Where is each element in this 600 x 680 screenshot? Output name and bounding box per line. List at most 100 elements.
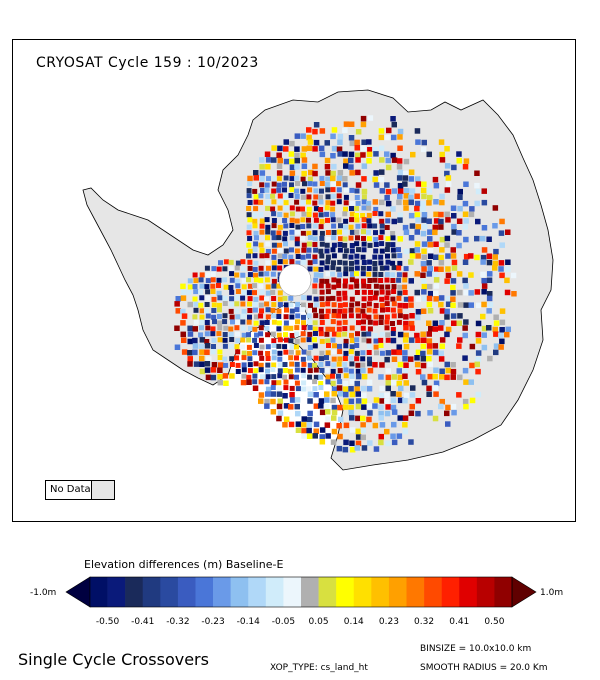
crossover-cell bbox=[462, 367, 469, 374]
crossover-cell bbox=[282, 230, 288, 236]
crossover-cell bbox=[288, 338, 294, 344]
crossover-cell bbox=[439, 337, 446, 343]
crossover-cell bbox=[439, 308, 446, 314]
crossover-cell bbox=[384, 410, 391, 417]
crossover-cell bbox=[198, 332, 204, 338]
crossover-cell bbox=[276, 176, 282, 182]
crossover-cell bbox=[367, 115, 374, 121]
crossover-cell bbox=[342, 260, 348, 266]
crossover-cell bbox=[199, 319, 205, 325]
crossover-cell bbox=[462, 325, 468, 331]
crossover-cell bbox=[234, 265, 240, 271]
crossover-cell bbox=[438, 301, 444, 308]
crossover-cell bbox=[444, 187, 451, 193]
crossover-cell bbox=[259, 182, 265, 188]
crossover-cell bbox=[254, 332, 259, 338]
crossover-cell bbox=[342, 182, 348, 188]
crossover-cell bbox=[300, 337, 306, 343]
crossover-cell bbox=[415, 296, 422, 302]
crossover-cell bbox=[366, 236, 372, 242]
crossover-cell bbox=[265, 199, 271, 205]
crossover-cell bbox=[325, 283, 331, 289]
crossover-cell bbox=[270, 409, 277, 415]
crossover-cell bbox=[218, 362, 224, 368]
crossover-cell bbox=[398, 385, 404, 392]
crossover-cell bbox=[343, 343, 349, 349]
crossover-cell bbox=[438, 266, 444, 272]
crossover-cell bbox=[217, 295, 223, 301]
crossover-cell bbox=[456, 343, 462, 349]
crossover-cell bbox=[252, 188, 258, 194]
crossover-cell bbox=[378, 320, 384, 325]
crossover-cell bbox=[349, 248, 355, 254]
crossover-cell bbox=[456, 392, 462, 398]
crossover-cell bbox=[481, 188, 487, 194]
crossover-cell bbox=[366, 338, 372, 344]
colorbar-tick-label: -0.23 bbox=[201, 617, 225, 627]
crossover-cell bbox=[354, 188, 360, 194]
crossover-cell bbox=[336, 175, 343, 182]
crossover-cell bbox=[409, 188, 416, 194]
crossover-cell bbox=[204, 331, 210, 337]
crossover-cell bbox=[211, 344, 216, 349]
crossover-cell bbox=[271, 248, 277, 254]
crossover-cell bbox=[349, 361, 355, 367]
crossover-cell bbox=[318, 331, 324, 337]
crossover-cell bbox=[439, 247, 445, 253]
crossover-cell bbox=[300, 217, 306, 223]
crossover-cell bbox=[391, 380, 397, 386]
colorbar-cell bbox=[476, 577, 495, 607]
crossover-cell bbox=[421, 217, 427, 223]
crossover-cell bbox=[324, 140, 330, 146]
crossover-cell bbox=[384, 392, 390, 398]
crossover-cell bbox=[415, 309, 422, 315]
crossover-cell bbox=[300, 356, 306, 362]
crossover-cell bbox=[264, 398, 270, 405]
crossover-cell bbox=[276, 163, 283, 169]
crossover-cell bbox=[217, 307, 222, 313]
crossover-cell bbox=[306, 427, 312, 434]
crossover-cell bbox=[426, 343, 433, 349]
crossover-cell bbox=[360, 422, 366, 428]
crossover-cell bbox=[384, 277, 390, 283]
crossover-cell bbox=[258, 211, 264, 217]
crossover-cell bbox=[259, 295, 265, 301]
crossover-cell bbox=[210, 277, 216, 283]
crossover-cell bbox=[378, 134, 385, 141]
crossover-cell bbox=[403, 248, 410, 255]
crossover-cell bbox=[264, 320, 270, 325]
crossover-cell bbox=[307, 235, 313, 241]
crossover-cell bbox=[342, 380, 349, 387]
crossover-cell bbox=[385, 218, 391, 224]
crossover-cell bbox=[319, 253, 325, 259]
colorbar-cell bbox=[283, 577, 302, 607]
crossover-cell bbox=[187, 338, 193, 345]
crossover-cell bbox=[343, 121, 350, 127]
crossover-cell bbox=[288, 302, 294, 308]
crossover-cell bbox=[343, 266, 349, 272]
crossover-cell bbox=[348, 386, 354, 392]
crossover-cell bbox=[282, 393, 288, 399]
crossover-cell bbox=[284, 337, 289, 343]
crossover-cell bbox=[331, 223, 337, 229]
crossover-cell bbox=[193, 319, 199, 325]
crossover-cell bbox=[378, 433, 384, 440]
crossover-cell bbox=[499, 327, 505, 333]
crossover-cell bbox=[348, 355, 354, 361]
crossover-cell bbox=[385, 332, 391, 338]
crossover-cell bbox=[336, 385, 343, 391]
crossover-cell bbox=[427, 410, 433, 416]
crossover-cell bbox=[414, 355, 420, 361]
crossover-cell bbox=[312, 259, 318, 265]
crossover-cell bbox=[348, 157, 354, 164]
crossover-cell bbox=[325, 271, 331, 277]
crossover-cell bbox=[318, 194, 323, 200]
crossover-cell bbox=[354, 278, 359, 284]
crossover-cell bbox=[307, 139, 314, 145]
crossover-cell bbox=[373, 206, 379, 212]
crossover-cell bbox=[240, 319, 246, 325]
crossover-cell bbox=[421, 139, 427, 146]
crossover-cell bbox=[337, 242, 343, 247]
crossover-cell bbox=[420, 206, 426, 212]
crossover-cell bbox=[408, 439, 414, 445]
